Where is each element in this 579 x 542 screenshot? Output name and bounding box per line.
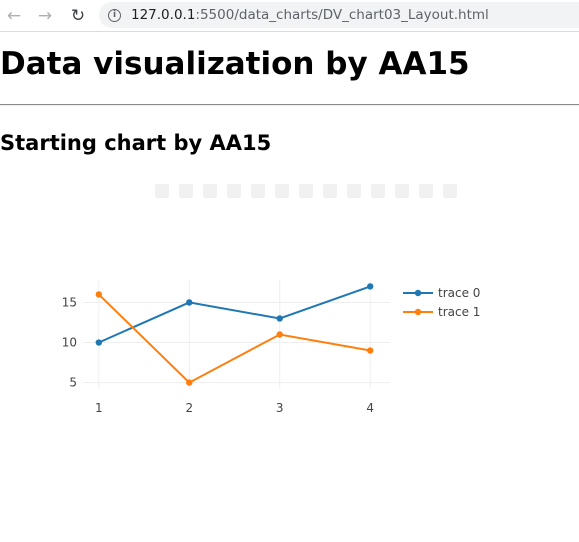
- pan-icon[interactable]: [203, 184, 217, 198]
- series-point-0: [95, 339, 103, 346]
- back-button[interactable]: ←: [3, 5, 25, 27]
- address-bar[interactable]: i 127.0.0.1:5500/data_charts/DV_chart03_…: [99, 2, 579, 28]
- x-tick-label: 3: [276, 401, 284, 415]
- y-tick-label: 10: [62, 336, 77, 350]
- camera-icon[interactable]: [155, 184, 169, 198]
- zoom-out-icon[interactable]: [299, 184, 313, 198]
- legend-item-label[interactable]: trace 0: [438, 286, 480, 300]
- chart-grid: [83, 280, 390, 389]
- hover-closest-icon[interactable]: [395, 184, 409, 198]
- series-point-0: [276, 315, 283, 322]
- chart-legend[interactable]: trace 0 trace 1: [403, 286, 480, 319]
- plotly-logo-icon[interactable]: [443, 184, 457, 198]
- lasso-icon[interactable]: [251, 184, 265, 198]
- divider: [0, 104, 579, 106]
- zoom-in-icon[interactable]: [275, 184, 289, 198]
- spike-lines-icon[interactable]: [371, 184, 385, 198]
- series-point-1: [95, 291, 103, 298]
- url-host: 127.0.0.1: [131, 7, 196, 23]
- arrow-left-icon: ←: [6, 5, 22, 26]
- page-title: Data visualization by AA15: [0, 46, 470, 82]
- hover-compare-icon[interactable]: [419, 184, 433, 198]
- series-point-1: [276, 331, 283, 338]
- legend-swatch-point: [414, 308, 422, 316]
- reload-button[interactable]: ↻: [67, 5, 89, 27]
- legend-swatch-point: [414, 289, 422, 297]
- arrow-right-icon: →: [37, 5, 53, 26]
- box-select-icon[interactable]: [227, 184, 241, 198]
- reset-axes-icon[interactable]: [347, 184, 361, 198]
- zoom-icon[interactable]: [179, 184, 193, 198]
- chart-modebar[interactable]: [155, 181, 467, 201]
- y-tick-label: 5: [69, 376, 77, 390]
- series-point-0: [366, 283, 374, 290]
- x-tick-label: 1: [95, 401, 103, 415]
- series-point-0: [186, 299, 193, 306]
- autoscale-icon[interactable]: [323, 184, 337, 198]
- chart-ticks: 1 2 3 4 5 10 15: [62, 295, 374, 415]
- browser-toolbar: ← → ↻ i 127.0.0.1:5500/data_charts/DV_ch…: [0, 0, 579, 32]
- series-line-0: [98, 285, 371, 344]
- reload-icon: ↻: [70, 5, 86, 26]
- y-tick-label: 15: [62, 295, 77, 309]
- legend-item-label[interactable]: trace 1: [438, 305, 480, 319]
- chart-series: [95, 283, 374, 386]
- series-point-1: [186, 379, 193, 386]
- url-path: :5500/data_charts/DV_chart03_Layout.html: [195, 7, 489, 23]
- chart-heading: Starting chart by AA15: [0, 131, 272, 155]
- x-tick-label: 4: [366, 401, 374, 415]
- forward-button[interactable]: →: [34, 5, 56, 27]
- series-point-1: [366, 347, 374, 354]
- series-line-1: [98, 293, 371, 384]
- info-icon[interactable]: i: [108, 8, 121, 22]
- url-text[interactable]: 127.0.0.1:5500/data_charts/DV_chart03_La…: [131, 7, 489, 23]
- x-tick-label: 2: [185, 401, 193, 415]
